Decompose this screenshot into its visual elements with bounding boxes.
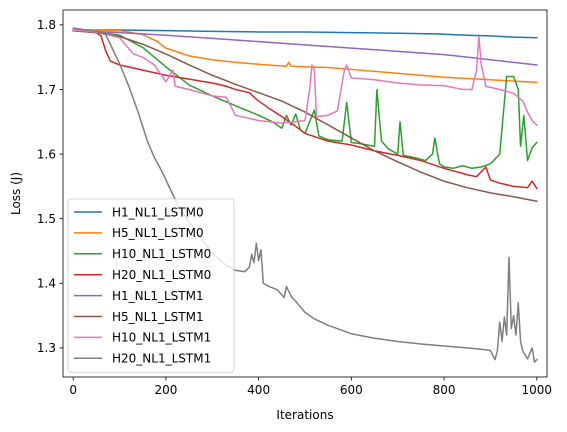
series-line-h20-nl1-lstm0 — [72, 29, 538, 190]
legend: H1_NL1_LSTM0 H5_NL1_LSTM0 H10_NL1_LSTM0 H20… — [67, 198, 235, 373]
legend-entry: H1_NL1_LSTM1 — [112, 289, 204, 303]
series-line-h5-nl1-lstm0 — [72, 29, 538, 84]
y-tick-label: 1.3 — [37, 341, 56, 355]
x-tick-label: 1000 — [522, 383, 553, 397]
x-tick-label: 0 — [69, 383, 77, 397]
x-axis: 0 200 400 600 800 1000 — [69, 377, 552, 397]
legend-entry: H5_NL1_LSTM0 — [112, 226, 204, 240]
x-tick-label: 400 — [247, 383, 270, 397]
series-line-h5-nl1-lstm1 — [72, 29, 538, 203]
series-line-h1-nl1-lstm0 — [72, 29, 538, 39]
legend-entry: H1_NL1_LSTM0 — [112, 205, 204, 219]
plot-lines — [72, 27, 538, 363]
y-tick-label: 1.4 — [37, 277, 56, 291]
legend-entry: H10_NL1_LSTM0 — [112, 247, 211, 261]
y-tick-label: 1.8 — [37, 18, 56, 32]
y-axis-label: Loss (J) — [9, 172, 23, 215]
y-tick-label: 1.6 — [37, 147, 56, 161]
x-tick-label: 200 — [154, 383, 177, 397]
legend-box — [67, 198, 235, 373]
series-line-h10-nl1-lstm0 — [72, 29, 538, 170]
y-axis: 1.3 1.4 1.5 1.6 1.7 1.8 — [37, 18, 63, 355]
x-axis-label: Iterations — [276, 408, 333, 422]
legend-entry: H10_NL1_LSTM1 — [112, 331, 211, 345]
series-line-h1-nl1-lstm1 — [72, 29, 538, 66]
legend-entry: H5_NL1_LSTM1 — [112, 310, 204, 324]
plot-frame — [62, 9, 548, 378]
y-tick-label: 1.7 — [37, 83, 56, 97]
series-line-h10-nl1-lstm1 — [72, 29, 538, 127]
legend-entry: H20_NL1_LSTM0 — [112, 268, 211, 282]
x-tick-label: 800 — [433, 383, 456, 397]
series-line-h20-nl1-lstm1 — [72, 27, 538, 363]
legend-entry: H20_NL1_LSTM1 — [112, 352, 211, 366]
y-tick-label: 1.5 — [37, 212, 56, 226]
x-tick-label: 600 — [340, 383, 363, 397]
